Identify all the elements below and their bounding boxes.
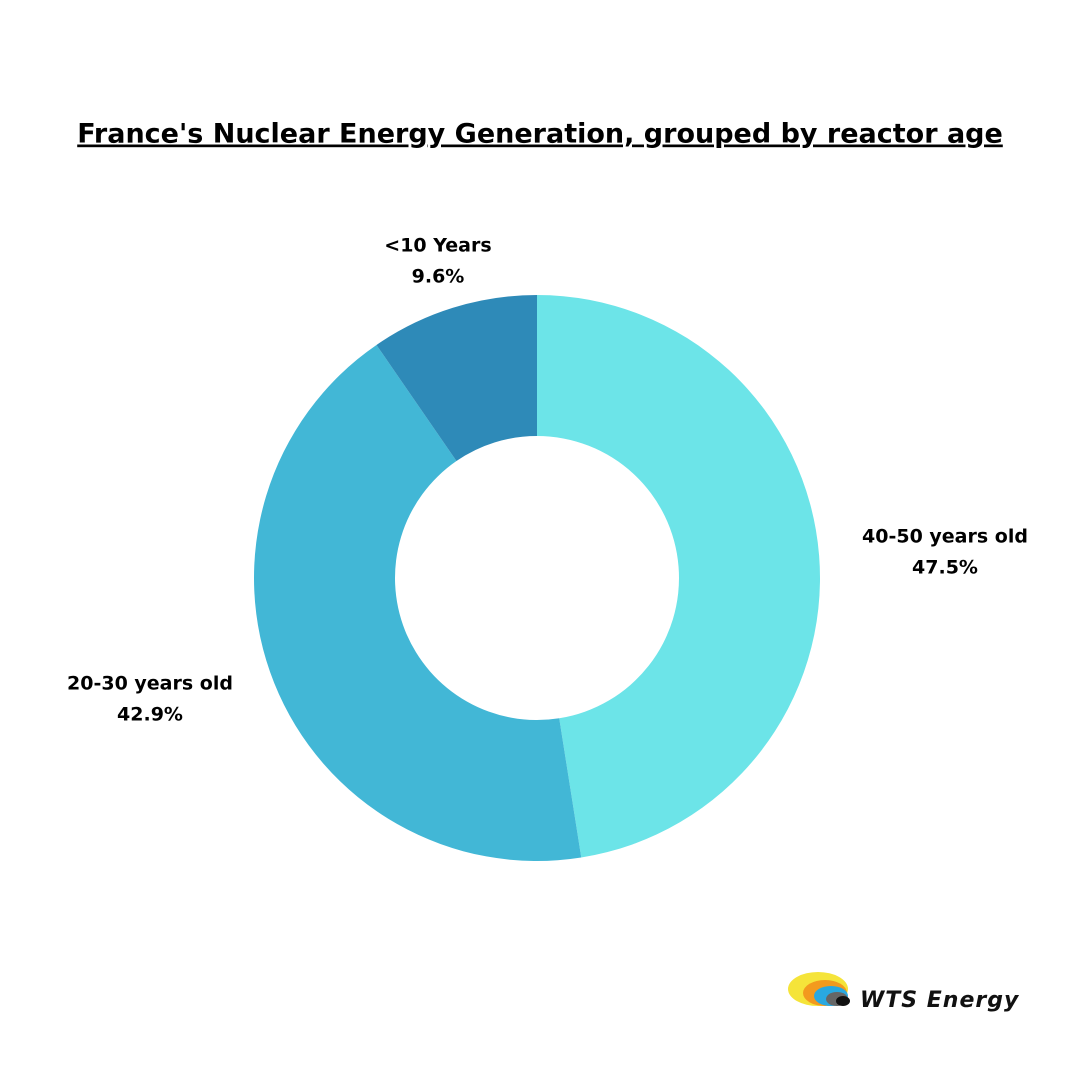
slice-label: 20-30 years old: [67, 673, 233, 695]
donut-slice: [537, 295, 821, 858]
logo: WTS Energy: [788, 972, 1020, 1013]
brand-name: WTS Energy: [860, 988, 1020, 1013]
value-label: 9.6%: [412, 266, 465, 288]
slice-label: 40-50 years old: [862, 526, 1028, 548]
logo-shape: [836, 996, 850, 1006]
donut-slice: [376, 295, 537, 462]
value-label: 42.9%: [117, 704, 183, 726]
chart-title: France's Nuclear Energy Generation, grou…: [77, 119, 1003, 150]
donut-slice: [253, 344, 582, 862]
value-label: 47.5%: [912, 557, 978, 579]
slice-label: <10 Years: [384, 235, 491, 257]
